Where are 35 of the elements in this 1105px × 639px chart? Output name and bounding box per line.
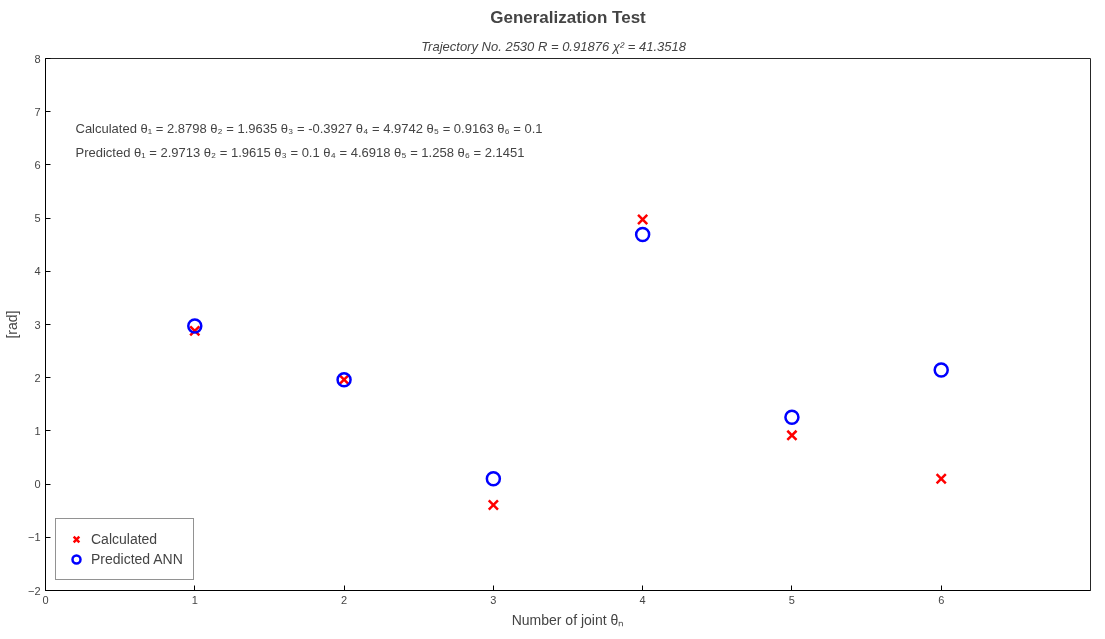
y-tick-label: 6 xyxy=(34,158,41,171)
point xyxy=(784,409,800,425)
y-tick-label: 4 xyxy=(34,265,41,278)
x-tick-label: 6 xyxy=(938,593,945,606)
y-axis-title: [rad] xyxy=(3,310,20,339)
chart-subtitle: Trajectory No. 2530 R = 0.91876 χ² = 41.3518 xyxy=(421,38,687,54)
x-axis-title: Number of joint θₙ xyxy=(511,611,625,628)
point xyxy=(636,213,649,226)
point xyxy=(187,318,203,334)
y-tick-label: −2 xyxy=(27,584,41,597)
x-tick-label: 2 xyxy=(341,593,348,606)
point xyxy=(786,429,798,442)
y-tick-label: 2 xyxy=(34,371,41,384)
point xyxy=(935,472,948,485)
y-tick-label: −1 xyxy=(27,531,41,544)
x-tick-label: 3 xyxy=(490,593,497,606)
x-tick-label: 1 xyxy=(191,593,198,606)
chart-title: Generalization Test xyxy=(490,7,647,27)
point xyxy=(485,471,502,487)
annotation: Predicted θ₁ = 2.9713 θ₂ = 1.9615 θ₃ = 0.1 θ₄ = 4.6918 θ₅ = 1.258 θ₆ = 2.1451 xyxy=(75,144,525,160)
legend-label: Calculated xyxy=(91,531,158,547)
x-tick-label: 0 xyxy=(42,593,49,606)
legend-label: Predicted ANN xyxy=(91,551,183,567)
y-tick-label: 3 xyxy=(34,318,41,331)
point xyxy=(933,362,949,378)
y-tick-label: 5 xyxy=(34,212,41,225)
y-tick-label: 0 xyxy=(34,478,41,491)
y-tick-label: 7 xyxy=(34,105,41,118)
y-tick-label: 1 xyxy=(34,424,41,437)
x-tick-label: 4 xyxy=(639,593,646,606)
x-tick-label: 5 xyxy=(788,593,795,606)
point xyxy=(634,226,651,243)
annotation: Calculated θ₁ = 2.8798 θ₂ = 1.9635 θ₃ = -0.3927 θ₄ = 4.9742 θ₅ = 0.9163 θ₆ = 0.1 xyxy=(75,120,543,136)
point xyxy=(487,499,500,511)
y-tick-label: 8 xyxy=(34,52,41,65)
